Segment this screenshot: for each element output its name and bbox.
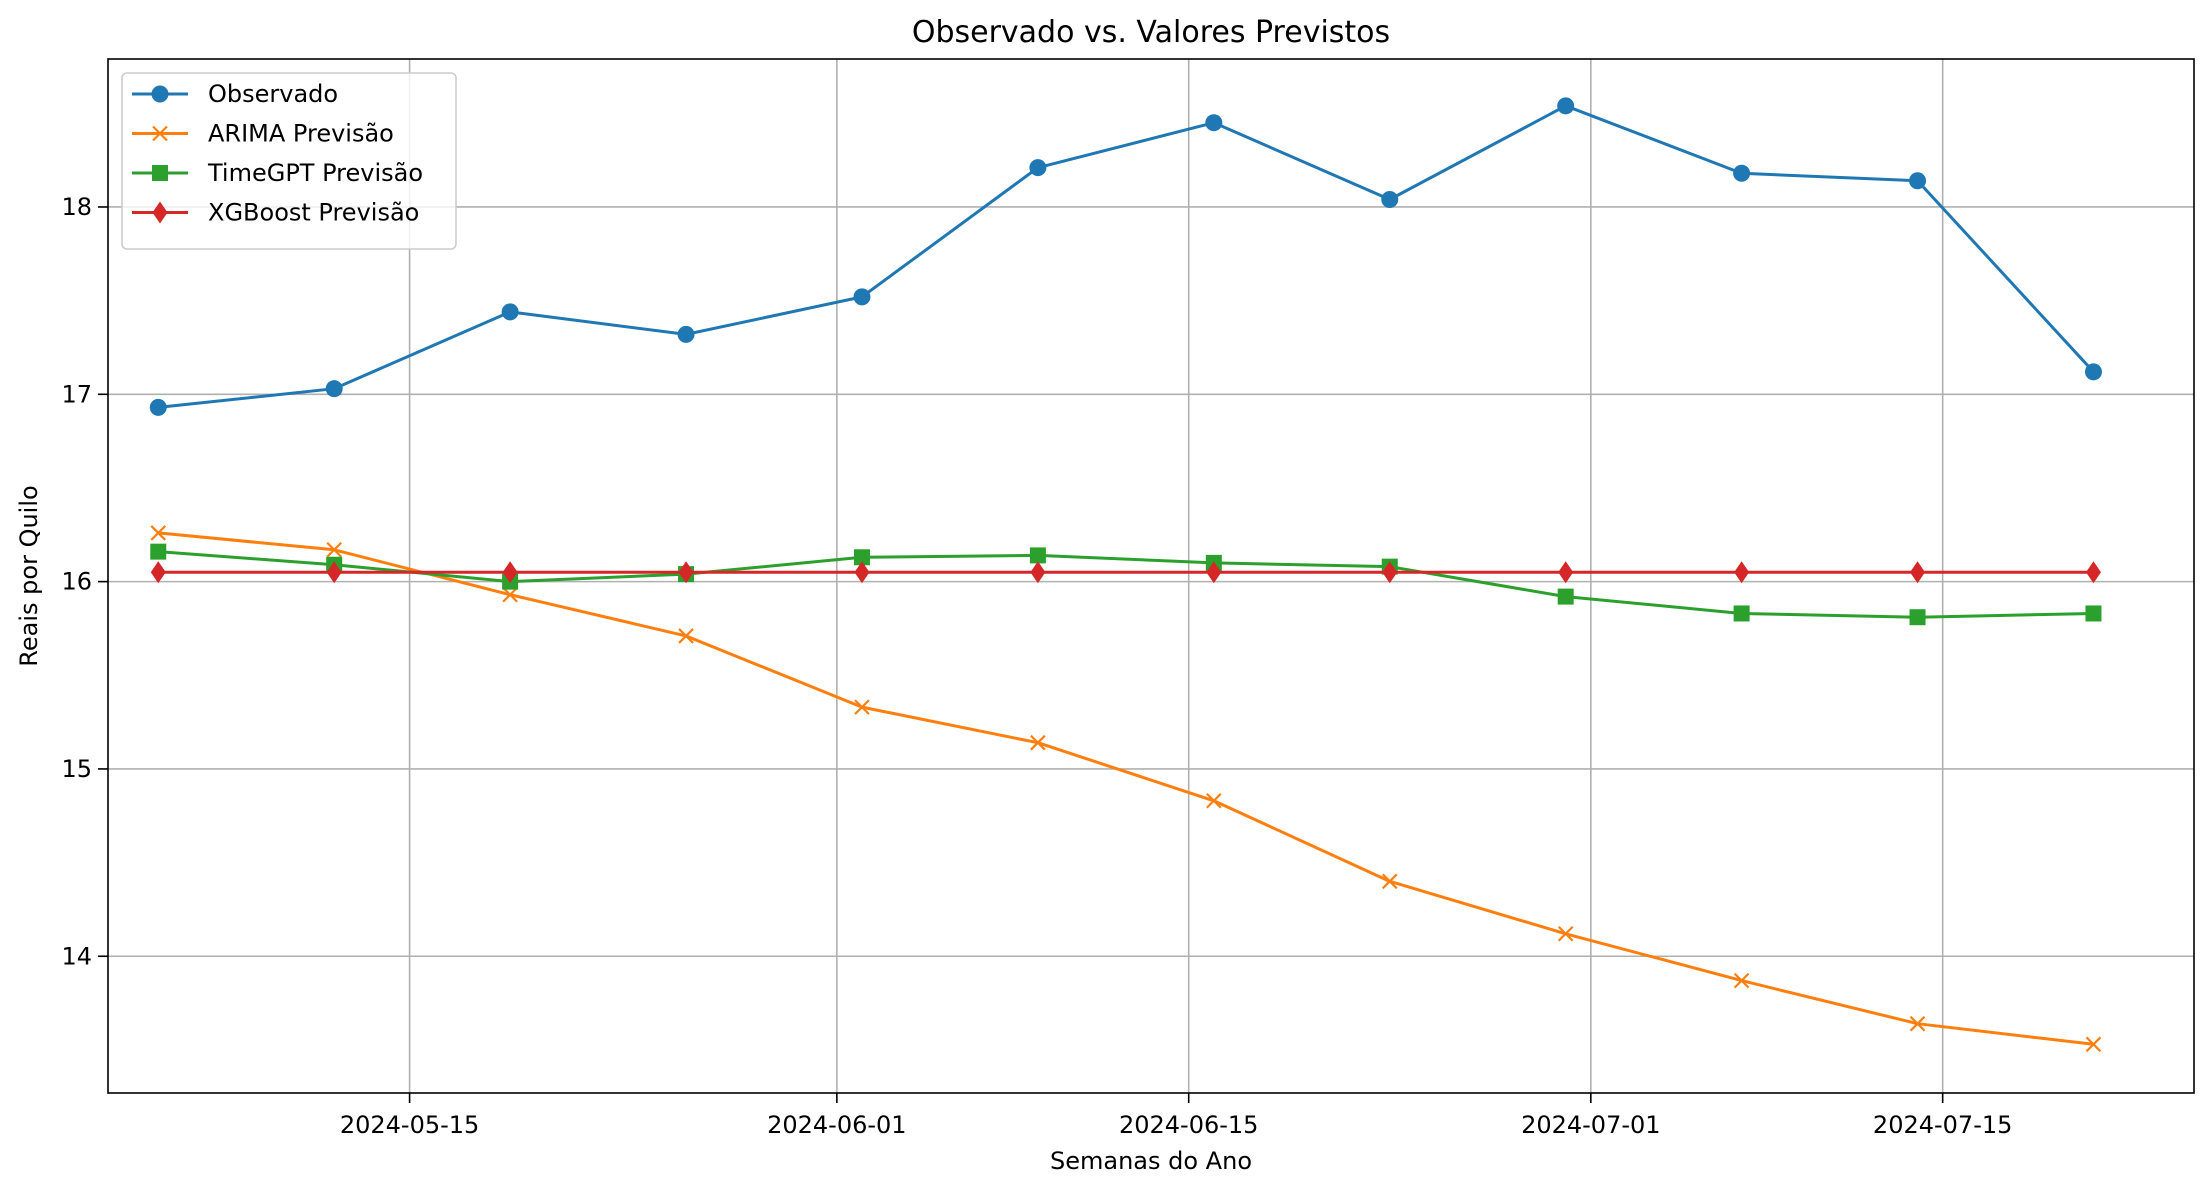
legend-item-xgboost-previsao: XGBoost Previsão [132,199,419,227]
y-tick-label: 14 [61,942,92,970]
observado-point [1909,172,1927,190]
series-layer [149,97,2102,1053]
y-axis: 14 15 16 17 18 [61,193,108,970]
arima-previsao-point [2085,1036,2102,1053]
xgboost-previsao-point [1382,561,1398,584]
xgboost-previsao-point [678,561,694,584]
legend-swatch-marker [152,165,168,181]
arima-previsao-line [158,531,2094,1046]
observado-point [325,380,343,398]
x-tick-label: 2024-06-15 [1119,1111,1258,1139]
legend-swatch-marker [152,201,168,224]
series-observado [149,97,2102,416]
legend-item-observado: Observado [132,80,338,108]
y-tick-label: 17 [61,380,92,408]
x-axis: 2024-05-15 2024-06-01 2024-06-15 2024-07-01… [340,1093,2012,1139]
arima-previsao-point [1909,1015,1926,1032]
xgboost-previsao-point [502,561,518,584]
timegpt-previsao-point [1909,609,1926,626]
observado-point [501,303,519,321]
chart-title: Observado vs. Valores Previstos [912,15,1390,50]
timegpt-previsao-point [1733,605,1750,622]
observado-point [1733,164,1751,182]
timegpt-previsao-point [1557,588,1574,605]
observado-point [1205,114,1223,132]
y-tick-label: 18 [61,193,92,221]
arima-previsao-point [150,525,167,541]
series-arima-previsao [150,525,2102,1053]
arima-previsao-point [1206,793,1222,809]
observado-point [1029,159,1047,177]
legend-swatch-marker [151,85,169,103]
legend-label: XGBoost Previsão [208,199,419,227]
timegpt-previsao-point [2085,605,2102,622]
legend-swatch-marker [152,125,168,142]
plot-frame [107,58,2195,1094]
arima-previsao-point [326,541,342,558]
x-axis-label: Semanas do Ano [1050,1147,1252,1175]
legend-label: TimeGPT Previsão [207,159,423,187]
observado-line [158,104,2095,409]
arima-previsao-point [1381,873,1398,890]
arima-previsao-point [1733,972,1750,989]
xgboost-previsao-point [326,561,342,584]
y-axis-label: Reais por Quilo [15,485,43,666]
y-tick-label: 16 [61,568,92,596]
arima-previsao-point [678,628,694,644]
xgboost-previsao-point [1206,561,1222,584]
xgboost-previsao-point [2085,561,2101,584]
x-tick-label: 2024-07-15 [1873,1111,2012,1139]
series-xgboost-previsao [150,561,2101,584]
x-tick-label: 2024-07-01 [1521,1111,1660,1139]
y-tick-label: 15 [61,755,92,783]
grid-lines [108,59,2194,1093]
xgboost-previsao-point [1734,561,1750,584]
xgboost-previsao-point [1910,561,1926,584]
xgboost-previsao-point [1558,561,1574,584]
xgboost-previsao-point [854,561,870,584]
timegpt-previsao-point [1029,547,1046,564]
observado-point [853,288,871,306]
timegpt-previsao-point [853,549,870,566]
legend: Observado ARIMA Previsão TimeGPT Previsão X… [121,72,457,250]
observado-point [1381,190,1399,208]
legend-item-arima-previsao: ARIMA Previsão [132,120,394,148]
timegpt-previsao-point [150,543,167,560]
series-timegpt-previsao [150,543,2102,626]
legend-box [121,72,457,250]
legend-label: Observado [208,80,338,108]
observado-point [1557,97,1575,115]
arima-previsao-point [1030,734,1046,751]
observado-point [677,325,695,343]
x-tick-label: 2024-05-15 [340,1111,479,1139]
observado-point [2084,363,2102,381]
x-tick-label: 2024-06-01 [767,1111,906,1139]
arima-previsao-point [1557,926,1574,942]
legend-item-timegpt-previsao: TimeGPT Previsão [132,159,423,187]
observado-point [149,398,167,416]
arima-previsao-point [502,586,518,603]
xgboost-previsao-point [1030,561,1046,584]
arima-previsao-point [854,699,870,715]
xgboost-previsao-point [150,561,166,584]
legend-label: ARIMA Previsão [208,120,394,148]
timegpt-previsao-line [158,550,2094,619]
